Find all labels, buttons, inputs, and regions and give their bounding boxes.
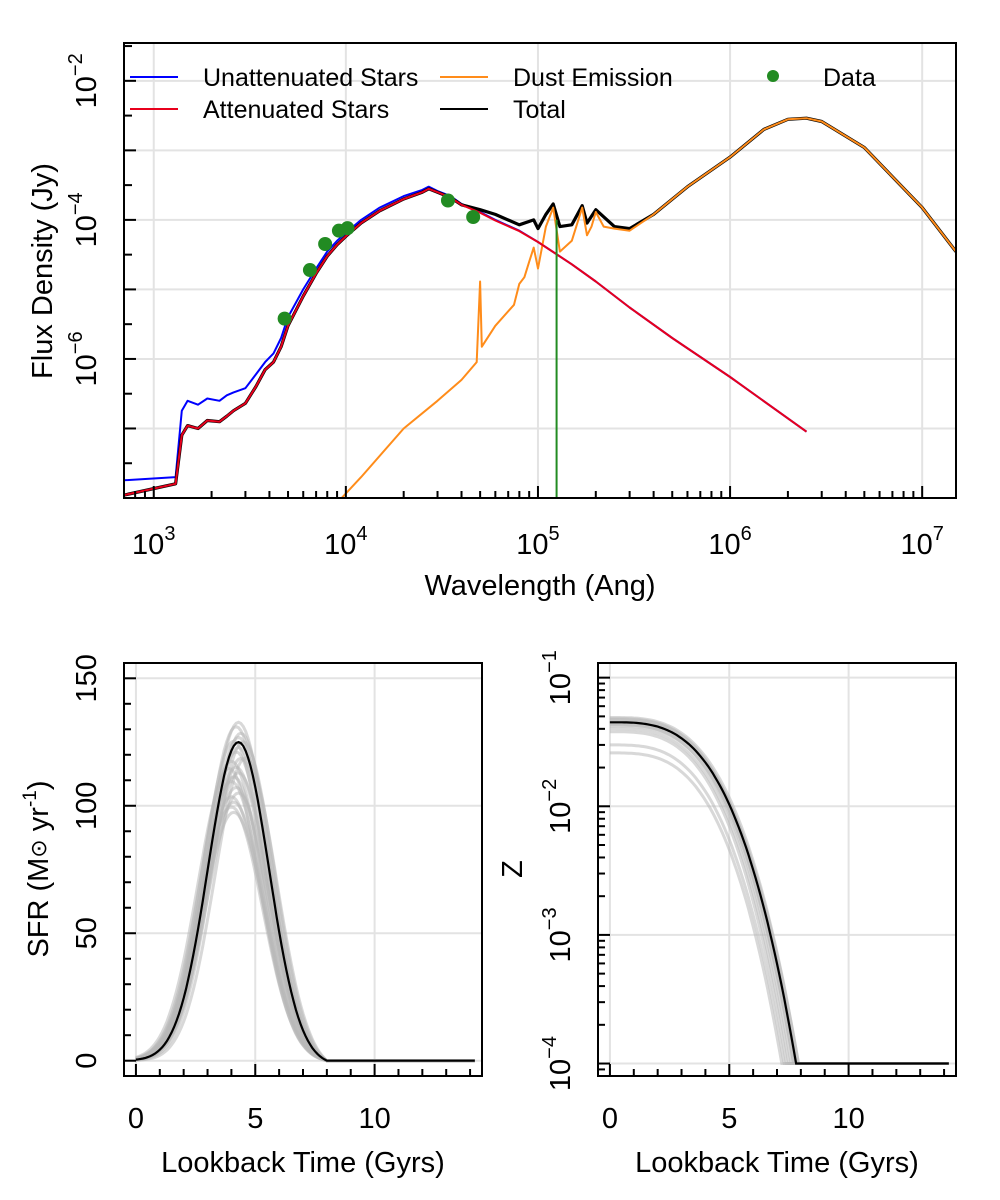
metallicity-posterior-sample	[609, 727, 949, 1065]
legend-label: Dust Emission	[513, 64, 673, 92]
sed-y-tick-label: 10−2	[65, 53, 103, 108]
sed-series-total	[124, 116, 956, 497]
sed-x-tick-label: 107	[900, 523, 943, 561]
legend-label: Unattenuated Stars	[203, 64, 418, 92]
sfr-x-tick-label: 5	[247, 1103, 263, 1135]
sed-y-tick-label: 10−4	[65, 192, 103, 247]
legend-item: Attenuated Stars	[130, 96, 389, 124]
sed-data-point	[440, 193, 455, 208]
sed-series-attenuated-stars	[124, 187, 808, 497]
metallicity-y-tick-label: 10−2	[539, 779, 577, 834]
legend-label: Total	[513, 96, 566, 124]
sed-x-axis-label: Wavelength (Ang)	[424, 570, 655, 602]
sed-data-point	[340, 221, 355, 236]
legend-label: Attenuated Stars	[203, 96, 389, 124]
legend-item: Unattenuated Stars	[130, 64, 418, 92]
sfr-ylabel-sup: -1	[20, 790, 41, 807]
metallicity-y-tick-label: 10−1	[539, 650, 577, 705]
metallicity-x-tick-label: 0	[602, 1103, 618, 1135]
metallicity-x-tick-label: 5	[721, 1103, 737, 1135]
sed-series-dust-emission	[340, 117, 956, 498]
metallicity-y-tick-label: 10−4	[539, 1036, 577, 1091]
sed-x-tick-label: 106	[708, 523, 751, 561]
sed-data-point	[318, 236, 333, 251]
metallicity-best-fit-line	[609, 721, 949, 1065]
sed-frame	[123, 42, 957, 499]
sed-grid	[124, 43, 956, 498]
metallicity-y-axis-label: Z	[497, 860, 529, 878]
sed-x-tick-label: 104	[324, 523, 367, 561]
metallicity-panel: 0 5 10 10−4 10−3 10−2 10−1 Lookback Time (Gyrs…	[497, 650, 957, 1179]
sfr-x-axis-label: Lookback Time (Gyrs)	[161, 1147, 445, 1179]
sed-x-tick-label: 105	[516, 523, 559, 561]
solar-symbol: ⊙	[26, 839, 51, 857]
sfr-best-fit-line	[135, 740, 475, 1062]
sed-x-tick-label: 103	[132, 523, 175, 561]
sfr-ylabel-post: )	[23, 780, 55, 790]
sed-series-unattenuated-stars	[124, 185, 808, 482]
sed-axes: 103 104 105 106 107 10−6 10−4 10−2	[65, 45, 944, 561]
metallicity-x-axis-label: Lookback Time (Gyrs)	[635, 1147, 919, 1179]
sed-panel: 103 104 105 106 107 10−6 10−4 10−2 Unattenuated…	[27, 42, 957, 602]
legend-point-marker	[767, 70, 779, 82]
sfr-y-tick-label: 150	[71, 654, 103, 702]
sed-data-point	[277, 311, 292, 326]
sfr-plot-area	[135, 720, 475, 1063]
legend-item: Data	[767, 64, 876, 92]
sfr-x-tick-label: 0	[128, 1103, 144, 1135]
sed-data-point	[302, 263, 317, 278]
sfr-y-tick-label: 50	[71, 917, 103, 949]
sed-legend: Unattenuated Stars Attenuated Stars Dust E…	[130, 64, 876, 124]
legend-item: Total	[440, 96, 566, 124]
sed-plot-area	[124, 116, 956, 498]
legend-label: Data	[823, 64, 876, 92]
sfr-posterior-sample	[135, 756, 475, 1063]
legend-item: Dust Emission	[440, 64, 673, 92]
sed-y-axis-label: Flux Density (Jy)	[27, 163, 59, 379]
sfr-x-tick-label: 10	[358, 1103, 390, 1135]
sfr-ylabel-mid: yr	[23, 807, 55, 840]
sfr-ylabel-pre: SFR (M	[23, 858, 55, 958]
metallicity-x-tick-label: 10	[832, 1103, 864, 1135]
sfr-y-tick-label: 0	[71, 1053, 103, 1069]
sed-y-tick-label: 10−6	[65, 331, 103, 386]
metallicity-plot-area	[609, 716, 949, 1065]
metallicity-axes: 0 5 10 10−4 10−3 10−2 10−1	[539, 650, 946, 1135]
sfr-y-axis-label: SFR (M⊙ yr-1)	[20, 780, 55, 957]
sfr-y-tick-label: 100	[71, 782, 103, 830]
metallicity-y-tick-label: 10−3	[539, 907, 577, 962]
sed-data-point	[466, 210, 481, 225]
